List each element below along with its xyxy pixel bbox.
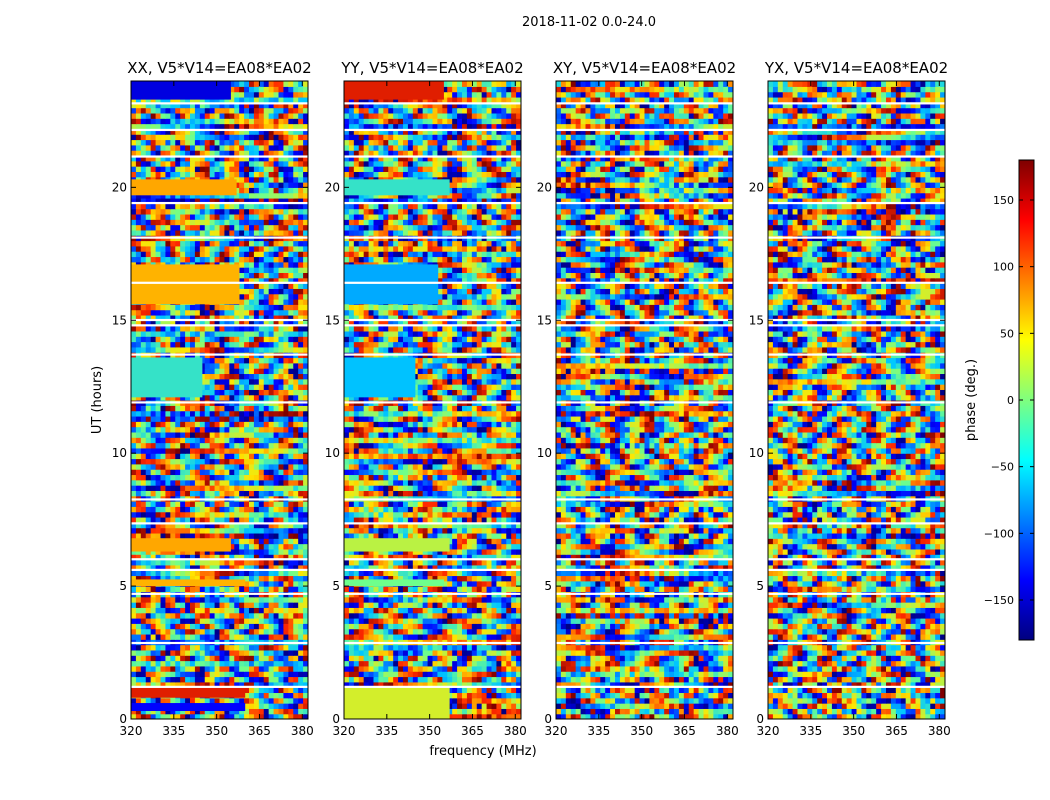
coherent-block bbox=[344, 179, 450, 196]
y-tick-label: 20 bbox=[537, 180, 552, 194]
coherent-block bbox=[344, 579, 444, 587]
figure-suptitle: 2018-11-02 0.0-24.0 bbox=[522, 15, 656, 30]
colorbar: 150 100 50 0 −50 −100 −150 bbox=[984, 159, 1035, 641]
y-axis-label: UT (hours) bbox=[90, 366, 105, 434]
y-tick-label: 10 bbox=[537, 446, 552, 460]
x-tick-label: 350 bbox=[630, 724, 653, 738]
y-tick-label: 10 bbox=[112, 446, 127, 460]
y-tick-label: 10 bbox=[325, 446, 340, 460]
coherent-block bbox=[131, 579, 246, 587]
x-tick-label: 380 bbox=[716, 724, 739, 738]
colorbar-tick-label: 100 bbox=[993, 261, 1014, 274]
x-tick-label: 380 bbox=[928, 724, 951, 738]
x-tick-label: 380 bbox=[504, 724, 527, 738]
panel-2: YY, V5*V14=EA08*EA02 320 335 350 365 380 0 5 10 1… bbox=[325, 59, 527, 738]
coherent-block bbox=[344, 81, 444, 100]
panels-layer: XX, V5*V14=EA08*EA02 320 335 350 365 380 0 5 10 1… bbox=[112, 59, 951, 738]
panel-4: YX, V5*V14=EA08*EA02 320 335 350 365 380 0 5 10 1… bbox=[749, 59, 951, 738]
y-tick-label: 5 bbox=[119, 579, 127, 593]
panel-title: XY, V5*V14=EA08*EA02 bbox=[553, 59, 736, 77]
y-tick-label: 0 bbox=[756, 712, 764, 726]
colorbar-tick-label: 0 bbox=[1007, 394, 1014, 407]
y-tick-label: 15 bbox=[112, 313, 127, 327]
coherent-block bbox=[131, 687, 246, 698]
colorbar-tick-label: −100 bbox=[984, 527, 1014, 540]
x-tick-label: 350 bbox=[205, 724, 228, 738]
y-tick-label: 20 bbox=[325, 180, 340, 194]
coherent-block bbox=[131, 703, 246, 712]
phase-waterfall bbox=[131, 81, 308, 719]
y-tick-label: 10 bbox=[749, 446, 764, 460]
x-tick-label: 365 bbox=[248, 724, 271, 738]
panel-frame bbox=[343, 80, 522, 720]
colorbar-tick-label: 150 bbox=[993, 194, 1014, 207]
x-tick-label: 335 bbox=[375, 724, 398, 738]
x-tick-label: 335 bbox=[587, 724, 610, 738]
y-tick-label: 15 bbox=[325, 313, 340, 327]
panel-title: YX, V5*V14=EA08*EA02 bbox=[764, 59, 948, 77]
x-tick-label: 350 bbox=[842, 724, 865, 738]
coherent-block bbox=[131, 264, 240, 305]
x-tick-label: 335 bbox=[799, 724, 822, 738]
coherent-block bbox=[344, 538, 450, 552]
y-tick-label: 0 bbox=[332, 712, 340, 726]
x-tick-label: 320 bbox=[333, 724, 356, 738]
x-tick-label: 365 bbox=[461, 724, 484, 738]
panel-frame bbox=[555, 80, 734, 720]
x-tick-label: 365 bbox=[885, 724, 908, 738]
coherent-block bbox=[344, 264, 439, 305]
panel-title: YY, V5*V14=EA08*EA02 bbox=[340, 59, 523, 77]
x-tick-label: 320 bbox=[757, 724, 780, 738]
colorbar-tick-label: −150 bbox=[984, 594, 1014, 607]
y-tick-label: 20 bbox=[112, 180, 127, 194]
x-tick-label: 365 bbox=[673, 724, 696, 738]
colorbar-tick-label: 50 bbox=[1000, 327, 1014, 340]
panel-frame bbox=[130, 80, 309, 720]
y-tick-label: 20 bbox=[749, 180, 764, 194]
x-tick-label: 380 bbox=[291, 724, 314, 738]
x-tick-label: 320 bbox=[545, 724, 568, 738]
coherent-block bbox=[344, 357, 416, 398]
y-tick-label: 5 bbox=[332, 579, 340, 593]
y-tick-label: 0 bbox=[119, 712, 127, 726]
panel-3: XY, V5*V14=EA08*EA02 320 335 350 365 380 0 5 10 1… bbox=[537, 59, 739, 738]
x-tick-label: 335 bbox=[162, 724, 185, 738]
phase-waterfall bbox=[768, 81, 945, 719]
y-tick-label: 5 bbox=[756, 579, 764, 593]
coherent-block bbox=[131, 179, 237, 196]
x-tick-label: 350 bbox=[418, 724, 441, 738]
coherent-block bbox=[131, 81, 231, 100]
phase-waterfall bbox=[344, 81, 521, 719]
y-tick-label: 5 bbox=[544, 579, 552, 593]
phase-waterfall bbox=[556, 81, 733, 719]
panel-frame bbox=[767, 80, 946, 720]
x-tick-label: 320 bbox=[120, 724, 143, 738]
colorbar-label: phase (deg.) bbox=[964, 359, 979, 441]
panel-1: XX, V5*V14=EA08*EA02 320 335 350 365 380 0 5 10 1… bbox=[112, 59, 314, 738]
y-tick-label: 0 bbox=[544, 712, 552, 726]
y-tick-label: 15 bbox=[749, 313, 764, 327]
x-axis-label: frequency (MHz) bbox=[429, 744, 536, 759]
panel-title: XX, V5*V14=EA08*EA02 bbox=[127, 59, 311, 77]
coherent-block bbox=[344, 687, 450, 719]
coherent-block bbox=[131, 357, 203, 398]
colorbar-tick-label: −50 bbox=[991, 461, 1014, 474]
coherent-block bbox=[131, 538, 231, 552]
y-tick-label: 15 bbox=[537, 313, 552, 327]
